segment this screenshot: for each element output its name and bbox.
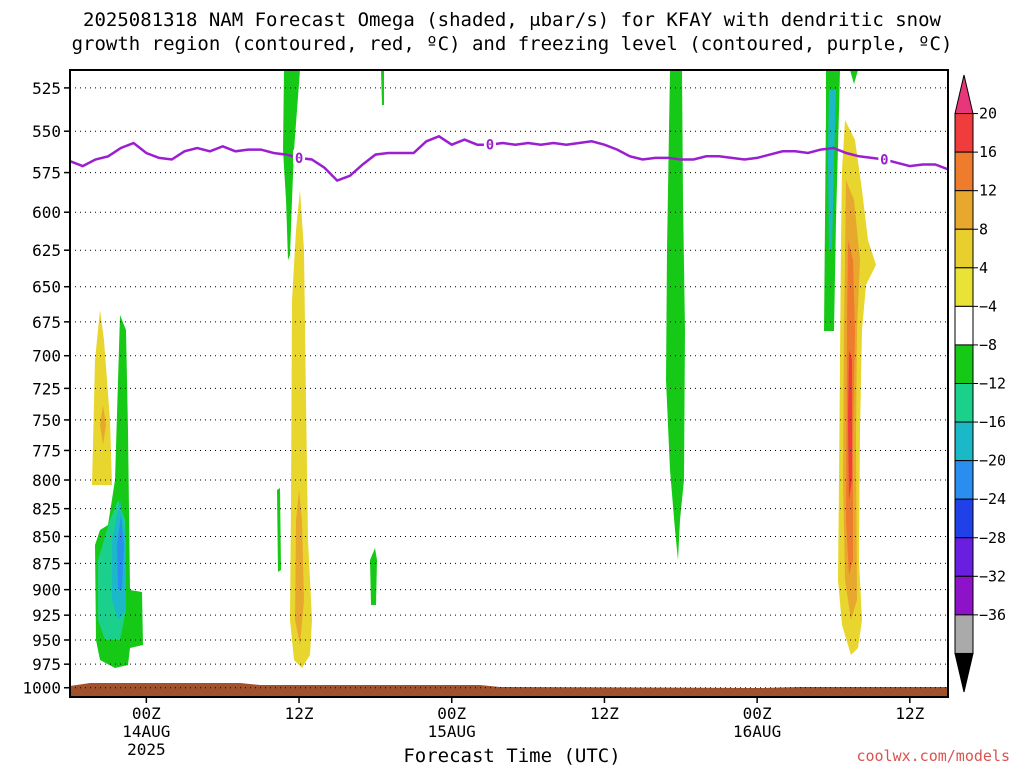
terrain-fill bbox=[70, 683, 948, 697]
colorbar: 20 16 12 8 4 −4 −8 −12 −16 −20 −24 −28 −32 −36 bbox=[954, 74, 1006, 693]
colorbar-top-arrow bbox=[954, 74, 974, 115]
y-tick-label: 800 bbox=[32, 471, 61, 490]
omega-negative-blip bbox=[370, 548, 377, 605]
y-tick-label: 575 bbox=[32, 164, 61, 183]
freezing-level-layer: 0 0 0 bbox=[70, 134, 948, 183]
colorbar-label: −4 bbox=[979, 297, 997, 315]
colorbar-swatch bbox=[954, 498, 974, 539]
plot-frame bbox=[69, 69, 949, 698]
colorbar-label: 12 bbox=[979, 182, 997, 200]
x-tick-label: 12Z bbox=[285, 704, 314, 723]
colorbar-swatch bbox=[954, 228, 974, 269]
y-tick-label: 825 bbox=[32, 500, 61, 519]
x-axis: 00Z14AUG202512Z00Z15AUG12Z00Z16AUG12Z00Z… bbox=[122, 697, 925, 759]
x-tick-label: 00Z bbox=[437, 704, 466, 723]
x-tick-label: 14AUG bbox=[122, 722, 170, 741]
y-tick-label: 650 bbox=[32, 278, 61, 297]
colorbar-swatch bbox=[954, 421, 974, 462]
x-tick-label: 15AUG bbox=[428, 722, 476, 741]
omega-negative-column bbox=[283, 70, 300, 260]
colorbar-swatch bbox=[954, 614, 974, 654]
contour-label-bg bbox=[878, 151, 891, 166]
y-tick-label: 850 bbox=[32, 527, 61, 546]
colorbar-label: 8 bbox=[979, 220, 988, 238]
y-tick-label: 550 bbox=[32, 122, 61, 141]
omega-positive-column-core bbox=[295, 490, 304, 645]
omega-positive-region bbox=[92, 310, 112, 485]
y-tick-label: 950 bbox=[32, 631, 61, 650]
colorbar-label: −24 bbox=[979, 490, 1006, 508]
contour-label: 0 bbox=[486, 138, 494, 154]
x-tick-label: 12Z bbox=[590, 704, 619, 723]
y-tick-label: 775 bbox=[32, 441, 61, 460]
colorbar-label: −16 bbox=[979, 413, 1006, 431]
colorbar-label: 20 bbox=[979, 105, 997, 123]
colorbar-swatch bbox=[954, 305, 974, 346]
y-tick-label: 875 bbox=[32, 554, 61, 573]
contour-label-bg bbox=[483, 136, 496, 151]
freezing-level-line bbox=[70, 134, 948, 183]
y-tick-label: 900 bbox=[32, 581, 61, 600]
x-axis-title: Forecast Time (UTC) bbox=[403, 745, 621, 767]
x-tick-label: 00Z bbox=[743, 704, 772, 723]
omega-negative-small2 bbox=[850, 70, 858, 84]
y-tick-label: 725 bbox=[32, 379, 61, 398]
omega-positive-core bbox=[100, 405, 106, 445]
x-tick-label: 16AUG bbox=[733, 722, 781, 741]
colorbar-swatch bbox=[954, 267, 974, 307]
grid-lines bbox=[70, 87, 948, 689]
contour-label-bg bbox=[293, 149, 306, 164]
y-tick-label: 925 bbox=[32, 606, 61, 625]
contour-label: 0 bbox=[295, 151, 303, 167]
colorbar-label: −12 bbox=[979, 375, 1006, 393]
omega-positive-column-20z-core bbox=[848, 350, 852, 500]
x-tick-label: 2025 bbox=[127, 740, 166, 759]
y-tick-label: 625 bbox=[32, 241, 61, 260]
colorbar-swatch bbox=[954, 151, 974, 192]
colorbar-label: −20 bbox=[979, 452, 1006, 470]
colorbar-label: −36 bbox=[979, 606, 1006, 624]
colorbar-label: 4 bbox=[979, 259, 988, 277]
omega-negative-tiny bbox=[381, 70, 384, 105]
colorbar-swatch bbox=[954, 575, 974, 616]
y-tick-label: 750 bbox=[32, 411, 61, 430]
omega-shading bbox=[70, 70, 948, 697]
colorbar-swatch bbox=[954, 460, 974, 500]
chart-title-line1: 2025081318 NAM Forecast Omega (shaded, μ… bbox=[83, 9, 941, 31]
colorbar-label: −28 bbox=[979, 529, 1006, 547]
y-tick-label: 1000 bbox=[22, 679, 61, 698]
y-tick-label: 675 bbox=[32, 313, 61, 332]
omega-negative-column-18z-core bbox=[828, 90, 836, 250]
x-tick-label: 12Z bbox=[895, 704, 924, 723]
contour-label: 0 bbox=[880, 153, 888, 169]
colorbar-label: −32 bbox=[979, 567, 1006, 585]
chart-title-line2: growth region (contoured, red, ºC) and f… bbox=[71, 33, 953, 55]
y-axis: 525 550 575 600 625 650 675 700 725 750 775 800 825 8… bbox=[22, 79, 70, 698]
colorbar-swatch bbox=[954, 344, 974, 384]
y-tick-label: 700 bbox=[32, 347, 61, 366]
colorbar-bottom-arrow bbox=[954, 652, 974, 693]
y-tick-label: 975 bbox=[32, 655, 61, 674]
y-tick-label: 525 bbox=[32, 79, 61, 98]
colorbar-label: 16 bbox=[979, 143, 997, 161]
omega-negative-core3 bbox=[117, 515, 124, 590]
colorbar-label: −8 bbox=[979, 336, 997, 354]
omega-negative-column-16aug bbox=[666, 70, 685, 560]
y-tick-label: 600 bbox=[32, 203, 61, 222]
credit-link[interactable]: coolwx.com/models bbox=[856, 747, 1010, 765]
colorbar-swatch bbox=[954, 383, 974, 423]
colorbar-swatch bbox=[954, 537, 974, 577]
omega-negative-small bbox=[277, 488, 281, 572]
omega-positive-column bbox=[290, 190, 312, 668]
x-tick-label: 00Z bbox=[132, 704, 161, 723]
colorbar-swatch bbox=[954, 113, 974, 153]
colorbar-swatch bbox=[954, 190, 974, 230]
